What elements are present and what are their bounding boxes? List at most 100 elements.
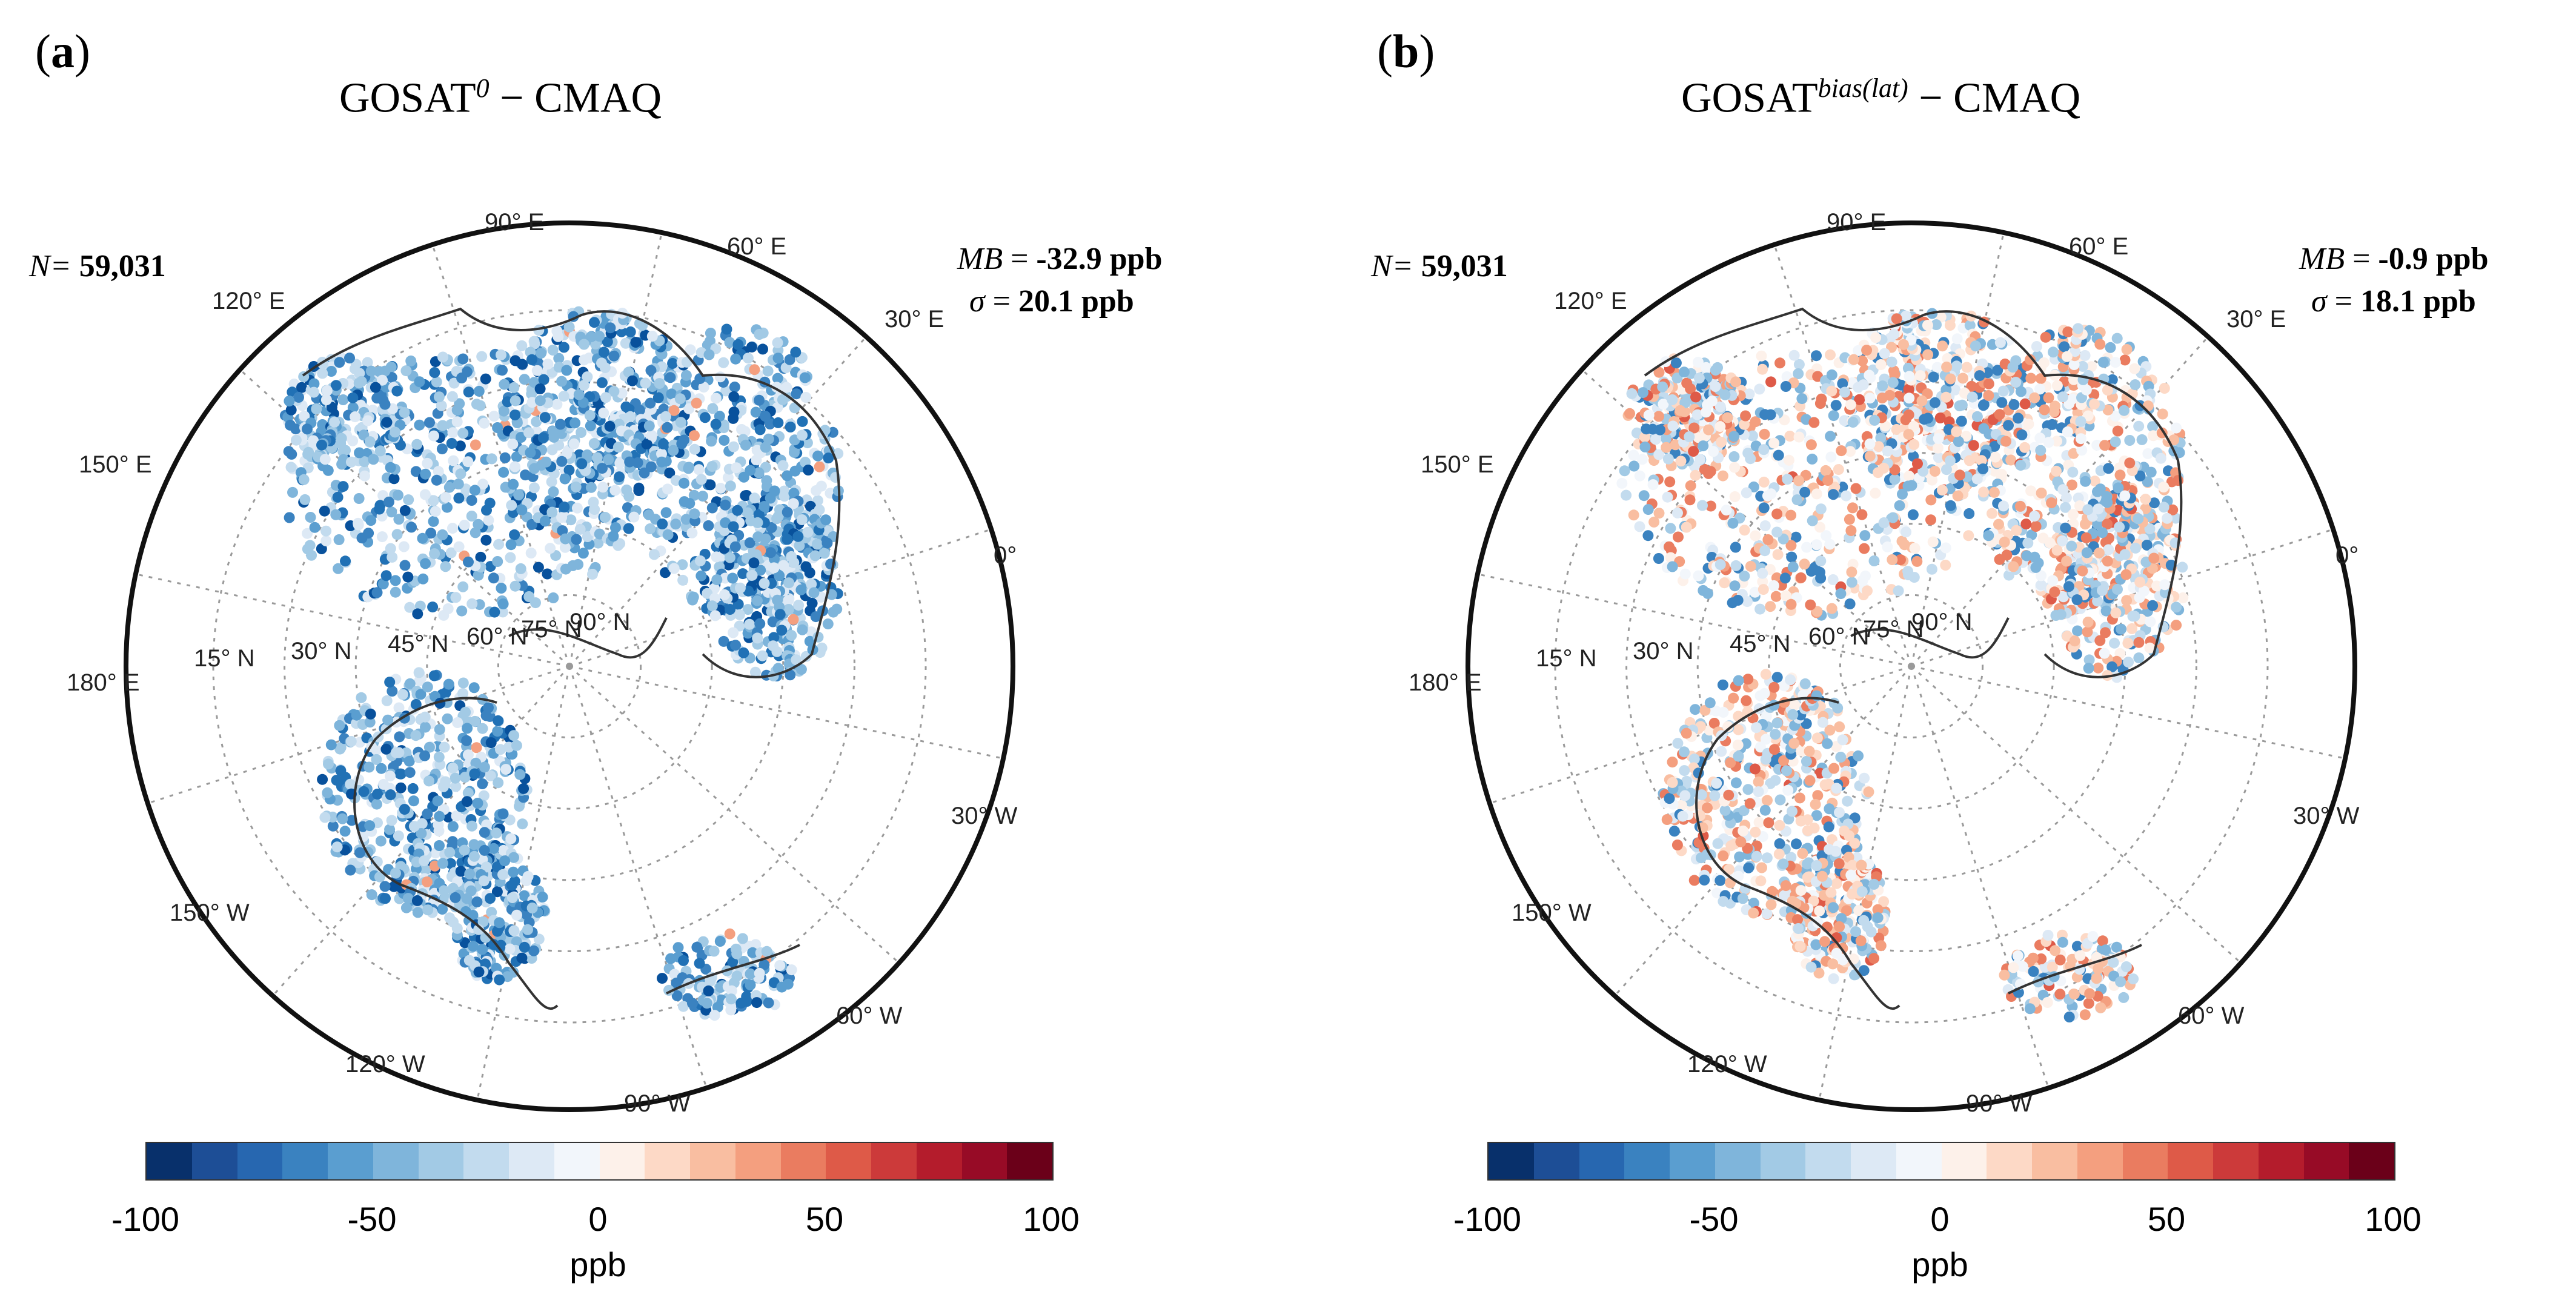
observation-dot <box>1667 757 1678 768</box>
observation-dot <box>334 743 346 755</box>
observation-dot <box>390 867 401 879</box>
observation-dot <box>1805 439 1817 451</box>
longitude-label: 60° E <box>727 233 786 260</box>
observation-dot <box>1762 795 1773 806</box>
observation-dot <box>463 556 474 568</box>
observation-dot <box>528 482 540 494</box>
observation-dot <box>509 529 520 540</box>
observation-dot <box>1739 571 1750 582</box>
observation-dot <box>2126 623 2137 634</box>
longitude-label: 60° W <box>836 1002 903 1029</box>
observation-dot <box>724 552 735 563</box>
observation-dot <box>1647 479 1659 491</box>
observation-dot <box>1906 480 1917 491</box>
latitude-label: 30° N <box>291 638 352 664</box>
observation-dot <box>1841 490 1852 502</box>
observation-dot <box>2130 379 2141 391</box>
observation-dot <box>748 557 760 569</box>
observation-dot <box>1816 870 1828 882</box>
observation-dot <box>492 926 503 937</box>
observation-dot <box>491 827 502 839</box>
colorbar-swatch <box>961 1143 1007 1179</box>
observation-dot <box>1810 939 1822 950</box>
observation-dot <box>643 420 655 432</box>
observation-dot <box>794 540 805 551</box>
observation-dot <box>384 677 396 688</box>
observation-dot <box>492 556 503 567</box>
observation-dot <box>1748 907 1759 919</box>
observation-dot <box>2102 518 2113 530</box>
observation-dot <box>2094 483 2106 495</box>
observation-dot <box>330 380 342 391</box>
observation-dot <box>2119 490 2131 502</box>
observation-dot <box>445 858 456 869</box>
observation-dot <box>442 713 453 724</box>
observation-dot <box>1760 669 1771 680</box>
observation-dot <box>1744 388 1755 400</box>
meridian-line <box>568 334 868 668</box>
observation-dot <box>1836 913 1847 924</box>
observation-dot <box>768 632 780 643</box>
observation-dot <box>542 568 553 580</box>
observation-dot <box>2031 341 2042 352</box>
observation-dot <box>462 749 474 761</box>
observation-dot <box>783 604 794 615</box>
observation-dot <box>1862 585 1873 597</box>
observation-dot <box>2099 648 2110 659</box>
observation-dot <box>293 391 304 403</box>
observation-dot <box>431 474 442 486</box>
observation-dot <box>510 395 521 406</box>
observation-dot <box>765 547 777 558</box>
observation-dot <box>2133 637 2145 648</box>
observation-dot <box>671 990 683 1001</box>
observation-dot <box>683 403 695 414</box>
observation-dot <box>668 563 680 574</box>
observation-dot <box>594 331 605 342</box>
meridian-line <box>145 665 570 805</box>
observation-dot <box>400 902 412 913</box>
observation-dot <box>662 483 673 495</box>
observation-dot <box>2057 391 2068 403</box>
observation-dot <box>558 342 569 353</box>
observation-dot <box>2060 522 2071 534</box>
observation-dot <box>419 489 431 500</box>
observation-dot <box>508 730 520 741</box>
observation-dot <box>434 840 445 851</box>
observation-dot <box>2105 342 2116 353</box>
observation-dot <box>759 578 770 589</box>
observation-dot <box>528 945 540 956</box>
observation-dot <box>529 463 540 474</box>
observation-dot <box>559 542 571 553</box>
observation-dot <box>1811 488 1822 500</box>
observation-dot <box>2034 432 2046 444</box>
observation-dot <box>1717 679 1728 691</box>
observation-dot <box>479 417 490 429</box>
observation-dot <box>782 534 793 545</box>
observation-dot <box>722 472 734 483</box>
observation-dot <box>466 820 477 832</box>
panel-letter: (a) <box>35 25 90 78</box>
observation-dot <box>1729 580 1741 592</box>
observation-dot <box>1725 840 1737 852</box>
observation-dot <box>473 385 485 397</box>
observation-dot <box>488 843 499 854</box>
observation-dot <box>1914 370 1926 382</box>
observation-dot <box>812 495 823 506</box>
observation-dot <box>391 385 403 397</box>
observation-dot <box>2162 512 2173 524</box>
observation-dot <box>1834 807 1845 818</box>
observation-dot <box>386 506 397 518</box>
colorbar-swatch <box>191 1143 237 1179</box>
observation-dot <box>1944 320 1956 331</box>
observation-dot <box>498 405 510 417</box>
observation-dot <box>772 337 783 348</box>
observation-dot <box>514 769 526 780</box>
observation-dot <box>362 357 373 368</box>
observation-dot <box>1756 350 1767 362</box>
observation-dot <box>1662 491 1673 503</box>
observation-dot <box>475 551 486 563</box>
observation-dot <box>510 580 521 592</box>
observation-dot <box>1793 431 1805 443</box>
observation-dot <box>319 812 331 823</box>
observation-dot <box>385 543 396 554</box>
